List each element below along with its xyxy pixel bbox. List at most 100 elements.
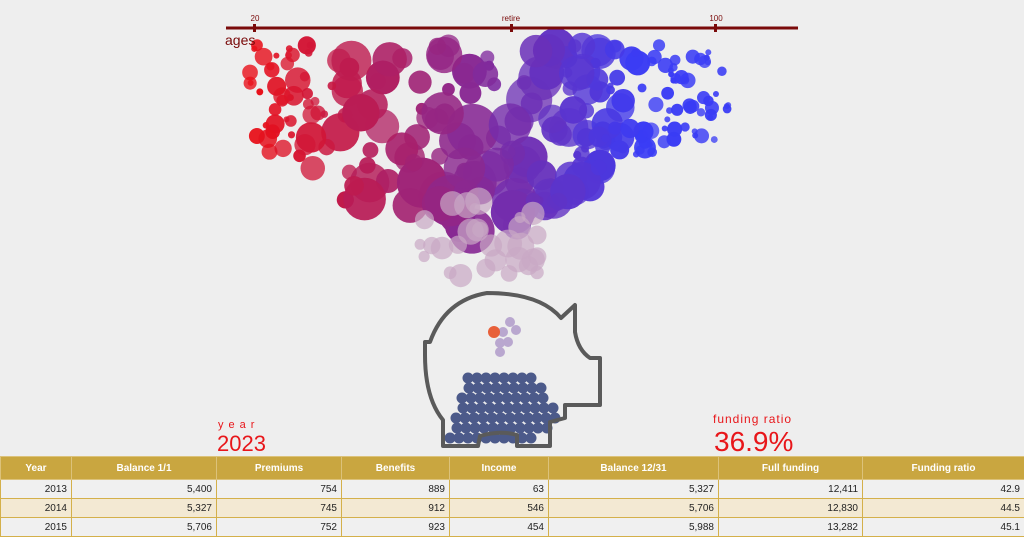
age-bubble bbox=[697, 108, 705, 116]
age-bubble bbox=[307, 42, 314, 49]
table-cell: 42.9 bbox=[863, 480, 1024, 499]
age-bubble bbox=[704, 55, 710, 61]
age-bubble bbox=[568, 39, 581, 52]
piggy-bank-coins bbox=[445, 317, 561, 444]
age-bubble bbox=[647, 142, 653, 148]
age-bubble bbox=[287, 94, 294, 101]
column-header-income[interactable]: Income bbox=[450, 457, 549, 480]
age-bubble bbox=[267, 77, 286, 96]
age-bubble bbox=[285, 115, 297, 127]
age-bubble bbox=[494, 230, 522, 258]
age-bubble bbox=[606, 86, 615, 95]
age-bubble bbox=[328, 81, 337, 90]
age-bubble bbox=[501, 265, 518, 282]
age-bubble bbox=[684, 101, 697, 114]
age-bubble bbox=[502, 145, 516, 159]
age-bubble bbox=[620, 119, 639, 138]
age-bubble bbox=[601, 134, 609, 142]
age-bubble bbox=[638, 83, 647, 92]
axis-tick bbox=[510, 24, 513, 32]
age-bubble bbox=[724, 103, 730, 109]
table-cell: 12,411 bbox=[719, 480, 863, 499]
age-bubble bbox=[658, 135, 671, 148]
coin-highlight bbox=[488, 326, 500, 338]
age-bubble bbox=[331, 41, 371, 81]
age-bubble bbox=[421, 92, 463, 134]
age-bubble bbox=[302, 105, 321, 124]
funding-table: Year Balance 1/1 Premiums Benefits Incom… bbox=[0, 456, 1024, 537]
age-bubble bbox=[419, 251, 430, 262]
coin bbox=[505, 317, 515, 327]
age-bubble bbox=[591, 160, 607, 176]
table-cell: 63 bbox=[450, 480, 549, 499]
column-header-funding-ratio[interactable]: Funding ratio bbox=[863, 457, 1024, 480]
age-bubble bbox=[305, 49, 313, 57]
table-cell: 2013 bbox=[1, 480, 72, 499]
column-header-benefits[interactable]: Benefits bbox=[342, 457, 450, 480]
age-bubble bbox=[671, 104, 683, 116]
age-bubble bbox=[521, 202, 544, 225]
age-bubble bbox=[415, 210, 434, 229]
age-bubble bbox=[550, 193, 567, 210]
age-bubble bbox=[670, 55, 681, 66]
coin bbox=[526, 433, 537, 444]
table-cell: 923 bbox=[342, 518, 450, 537]
coin bbox=[548, 403, 559, 414]
age-bubble bbox=[344, 176, 364, 196]
column-header-balance-start[interactable]: Balance 1/1 bbox=[72, 457, 217, 480]
year-caption: year bbox=[218, 419, 259, 431]
age-bubble bbox=[363, 142, 379, 158]
year-value: 2023 bbox=[217, 433, 266, 455]
table-cell: 5,327 bbox=[549, 480, 719, 499]
axis-tick-label: 20 bbox=[251, 14, 260, 23]
age-bubble bbox=[473, 61, 499, 87]
age-bubble bbox=[286, 45, 293, 52]
column-header-balance-end[interactable]: Balance 12/31 bbox=[549, 457, 719, 480]
age-bubble bbox=[454, 63, 475, 84]
axis-title: ages bbox=[225, 32, 255, 48]
age-bubble bbox=[321, 110, 329, 118]
coin bbox=[495, 347, 505, 357]
age-bubble bbox=[296, 122, 326, 152]
age-bubble bbox=[256, 88, 263, 95]
age-bubble bbox=[520, 35, 553, 68]
age-bubble bbox=[444, 148, 486, 190]
table-cell: 13,282 bbox=[719, 518, 863, 537]
column-header-year[interactable]: Year bbox=[1, 457, 72, 480]
age-bubble bbox=[608, 121, 621, 134]
age-bubble bbox=[342, 94, 379, 131]
axis-tick bbox=[253, 24, 256, 32]
table-cell: 454 bbox=[450, 518, 549, 537]
table-header-row: Year Balance 1/1 Premiums Benefits Incom… bbox=[1, 457, 1024, 480]
age-bubble bbox=[631, 49, 639, 57]
age-bubble bbox=[653, 39, 665, 51]
age-bubble bbox=[647, 50, 661, 64]
age-bubble bbox=[647, 147, 657, 157]
age-bubble bbox=[713, 91, 719, 97]
age-bubble bbox=[300, 72, 310, 82]
age-bubble bbox=[560, 96, 588, 124]
table-cell: 752 bbox=[217, 518, 342, 537]
age-bubble bbox=[528, 247, 546, 265]
age-bubble bbox=[444, 266, 457, 279]
column-header-full-funding[interactable]: Full funding bbox=[719, 457, 863, 480]
age-bubble bbox=[454, 192, 480, 218]
funding-ratio-value: 36.9% bbox=[714, 428, 793, 455]
age-bubble bbox=[633, 151, 640, 158]
age-bubble bbox=[515, 212, 526, 223]
age-bubble bbox=[359, 157, 376, 174]
axis-tick-label: 100 bbox=[709, 14, 723, 23]
column-header-premiums[interactable]: Premiums bbox=[217, 457, 342, 480]
age-bubble bbox=[288, 131, 295, 138]
coin bbox=[538, 393, 549, 404]
age-bubble bbox=[717, 67, 726, 76]
age-bubble bbox=[559, 55, 594, 90]
age-bubble bbox=[610, 140, 629, 159]
age-bubble bbox=[405, 154, 422, 171]
age-bubble bbox=[692, 128, 698, 134]
table-cell: 5,706 bbox=[72, 518, 217, 537]
age-bubble bbox=[258, 129, 277, 148]
axis-tick bbox=[714, 24, 717, 32]
axis-tick-label: retire bbox=[502, 14, 521, 23]
